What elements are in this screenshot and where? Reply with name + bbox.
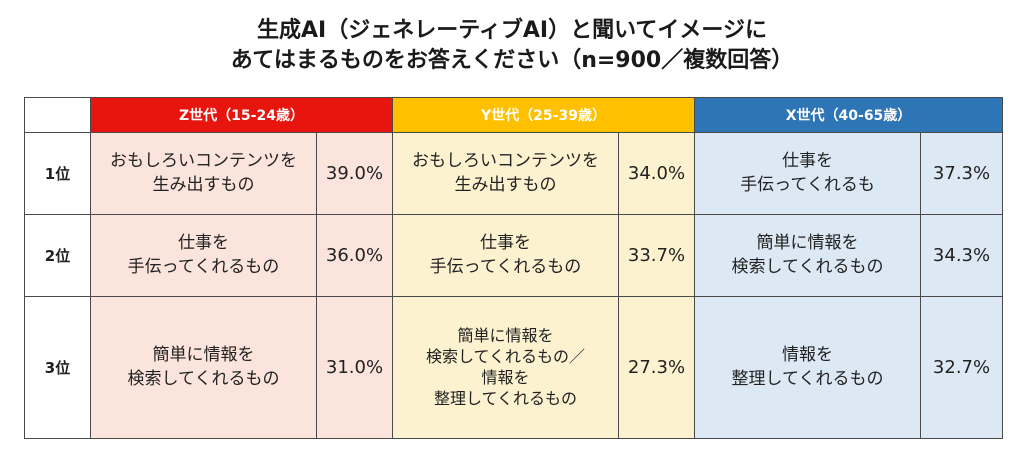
answer-line: 手伝ってくれるもの — [127, 257, 280, 278]
answer-cell: おもしろいコンテンツを 生み出すもの — [90, 132, 317, 215]
ranking-table: Z世代（15-24歳） Y世代（25-39歳） X世代（40-65歳） 1位 お… — [24, 97, 1004, 440]
answer-cell: 情報を 整理してくれるもの — [694, 295, 922, 440]
percent-cell: 34.3% — [920, 213, 1004, 297]
header-corner — [24, 97, 91, 133]
rank-label: 3位 — [24, 295, 91, 440]
percent-cell: 39.0% — [316, 132, 393, 215]
answer-line: 生み出すもの — [454, 175, 557, 196]
percent-cell: 32.7% — [920, 295, 1004, 440]
table-row: 2位 仕事を 手伝ってくれるもの 36.0% 仕事を 手伝ってくれるもの 33.… — [24, 213, 1004, 297]
table-row: 3位 簡単に情報を 検索してくれるもの 31.0% 簡単に情報を 検索してくれる… — [24, 295, 1004, 440]
title-line-1: 生成AI（ジェネレーティブAI）と聞いてイメージに — [256, 18, 767, 43]
percent-cell: 27.3% — [617, 295, 696, 440]
header-y-generation: Y世代（25-39歳） — [391, 97, 696, 133]
percent-cell: 31.0% — [316, 295, 393, 440]
header-x-generation: X世代（40-65歳） — [694, 97, 1004, 133]
answer-line: 簡単に情報を — [756, 233, 859, 254]
answer-cell: 仕事を 手伝ってくれるも — [694, 132, 922, 215]
answer-cell: 仕事を 手伝ってくれるもの — [392, 213, 619, 297]
rank-label: 1位 — [24, 132, 91, 215]
answer-cell: 簡単に情報を 検索してくれるもの／ 情報を 整理してくれるもの — [392, 295, 619, 440]
answer-line: 手伝ってくれるも — [740, 175, 875, 196]
title-line-2: あてはまるものをお答えください（n=900／複数回答） — [230, 48, 794, 73]
page-title: 生成AI（ジェネレーティブAI）と聞いてイメージに あてはまるものをお答えくださ… — [0, 16, 1024, 76]
answer-line: おもしろいコンテンツを — [110, 151, 297, 172]
answer-line: 手伝ってくれるもの — [429, 257, 582, 278]
answer-line: 検索してくれるもの — [127, 369, 280, 390]
answer-line: 情報を — [481, 368, 530, 388]
percent-cell: 36.0% — [316, 213, 393, 297]
answer-line: おもしろいコンテンツを — [412, 151, 599, 172]
header-z-generation: Z世代（15-24歳） — [90, 97, 393, 133]
table-row: 1位 おもしろいコンテンツを 生み出すもの 39.0% おもしろいコンテンツを … — [24, 132, 1004, 215]
answer-cell: おもしろいコンテンツを 生み出すもの — [392, 132, 619, 215]
answer-line: 検索してくれるもの — [731, 257, 884, 278]
answer-line: 仕事を — [480, 233, 531, 254]
answer-cell: 簡単に情報を 検索してくれるもの — [694, 213, 922, 297]
answer-line: 仕事を — [178, 233, 229, 254]
answer-line: 情報を — [782, 345, 834, 366]
answer-line: 仕事を — [782, 151, 834, 172]
rank-label: 2位 — [24, 213, 91, 297]
answer-cell: 簡単に情報を 検索してくれるもの — [90, 295, 317, 440]
answer-cell: 仕事を 手伝ってくれるもの — [90, 213, 317, 297]
percent-cell: 33.7% — [617, 213, 696, 297]
answer-line: 整理してくれるもの — [433, 389, 578, 409]
answer-line: 簡単に情報を — [457, 326, 554, 346]
answer-line: 検索してくれるもの／ — [425, 347, 586, 367]
answer-line: 整理してくれるもの — [731, 369, 884, 390]
answer-line: 生み出すもの — [152, 175, 255, 196]
percent-cell: 37.3% — [920, 132, 1004, 215]
answer-line: 簡単に情報を — [152, 345, 255, 366]
percent-cell: 34.0% — [617, 132, 696, 215]
header-row: Z世代（15-24歳） Y世代（25-39歳） X世代（40-65歳） — [24, 97, 1004, 133]
